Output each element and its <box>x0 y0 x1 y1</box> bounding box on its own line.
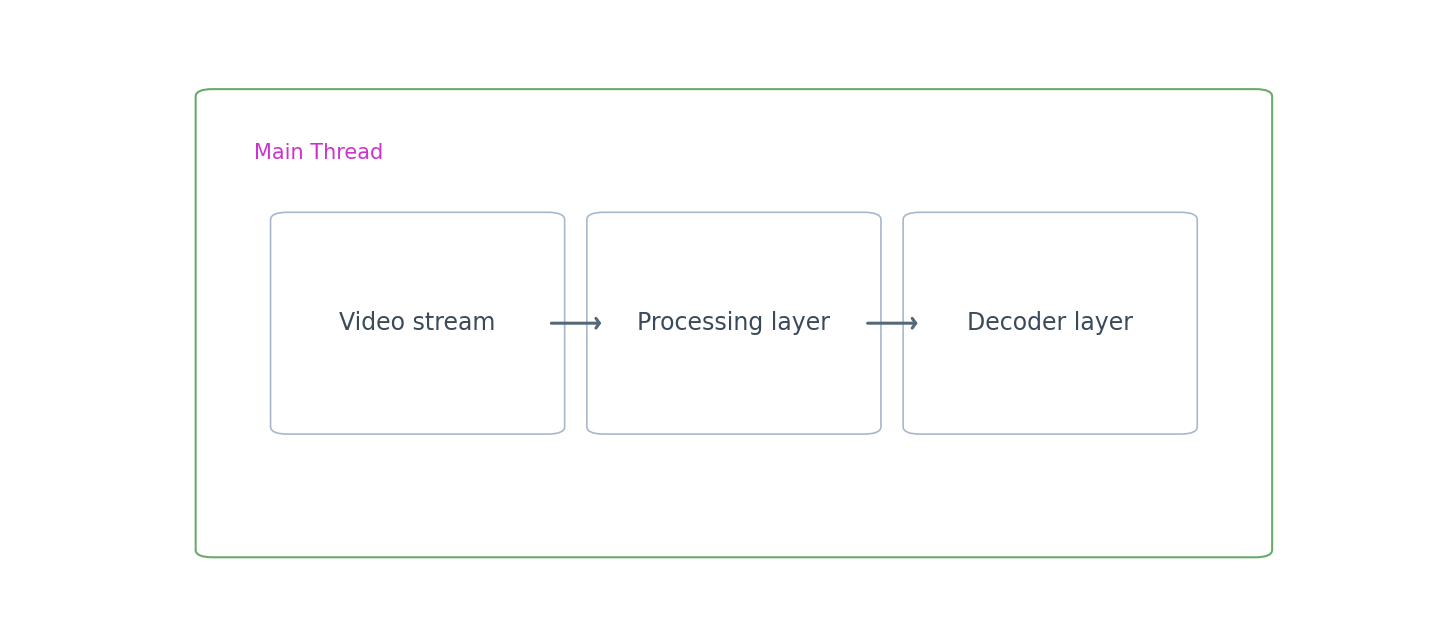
FancyBboxPatch shape <box>904 212 1197 434</box>
Text: Video stream: Video stream <box>339 311 495 335</box>
FancyBboxPatch shape <box>196 89 1272 557</box>
Text: Main Thread: Main Thread <box>255 143 384 163</box>
Text: Decoder layer: Decoder layer <box>967 311 1133 335</box>
Text: Processing layer: Processing layer <box>637 311 831 335</box>
FancyBboxPatch shape <box>271 212 564 434</box>
FancyBboxPatch shape <box>587 212 881 434</box>
